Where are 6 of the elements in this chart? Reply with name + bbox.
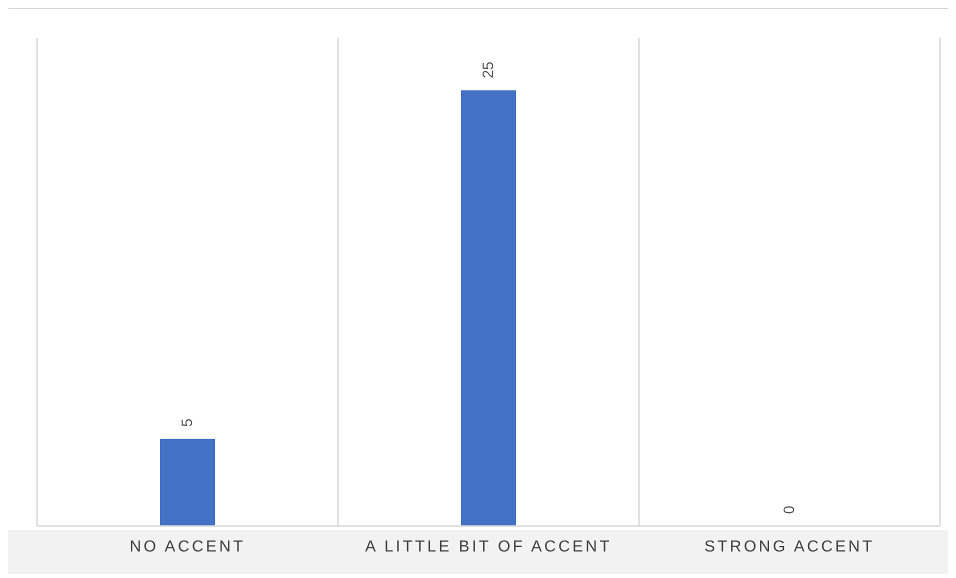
data-label: 0 [781, 506, 798, 514]
x-tick-label: A LITTLE BIT OF ACCENT [365, 538, 612, 556]
data-label: 5 [179, 418, 196, 427]
data-label: 25 [480, 62, 497, 78]
x-tick-label: NO ACCENT [130, 538, 246, 556]
x-tick-label: STRONG ACCENT [704, 538, 875, 556]
